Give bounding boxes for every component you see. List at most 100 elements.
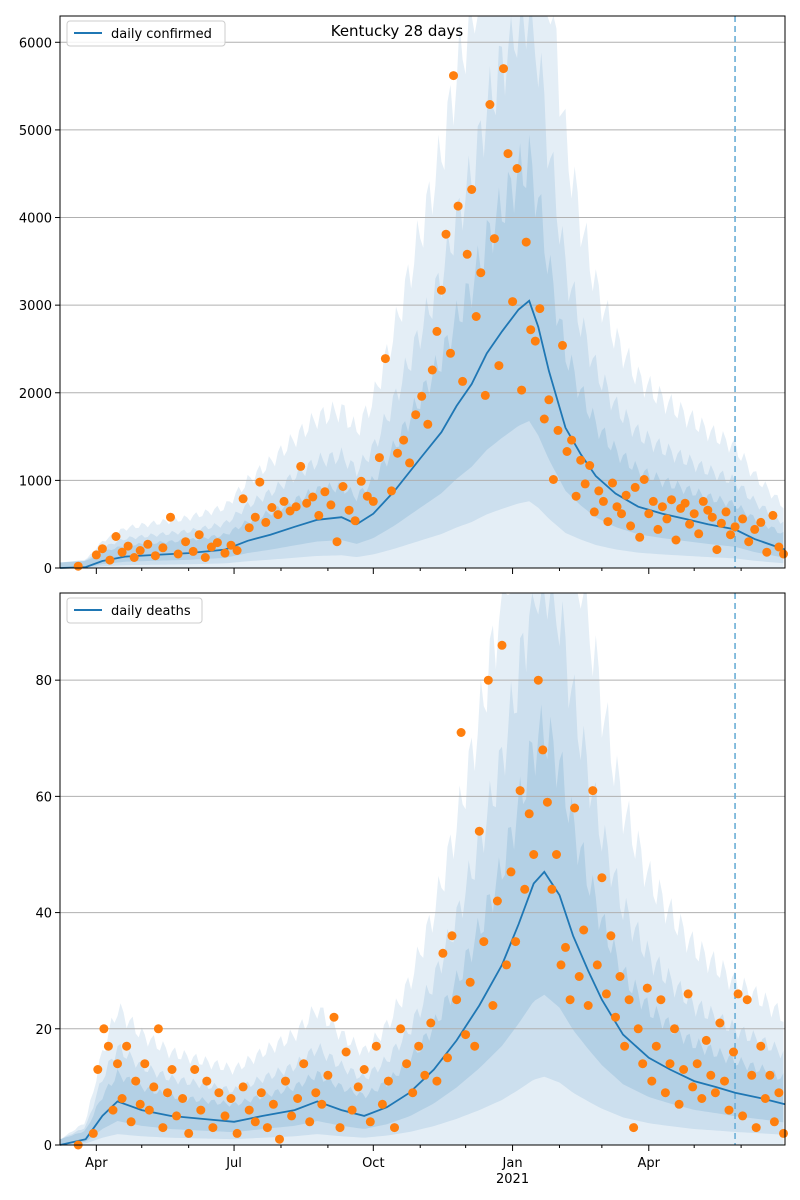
data-point [462, 249, 472, 259]
data-point [635, 532, 645, 542]
data-point [320, 487, 330, 497]
data-point [250, 512, 260, 522]
confidence-band [60, 704, 784, 1145]
data-point [293, 1094, 303, 1103]
data-point [387, 486, 396, 496]
data-point [597, 873, 607, 883]
legend-deaths: daily deaths [66, 597, 203, 624]
data-point [721, 507, 731, 517]
data-point [574, 972, 584, 981]
data-point [332, 537, 342, 547]
data-point [680, 498, 690, 508]
data-point [657, 502, 667, 512]
data-point [617, 509, 626, 519]
data-point [202, 1076, 212, 1086]
data-point [712, 545, 722, 555]
data-point [760, 1094, 770, 1103]
data-point [158, 543, 168, 553]
data-point [576, 455, 586, 465]
data-point [612, 502, 622, 512]
data-point [562, 447, 572, 456]
data-point [408, 1088, 418, 1098]
data-point [489, 234, 499, 244]
y-tick-label: 2000 [19, 387, 52, 402]
data-point [353, 1082, 363, 1092]
data-point [88, 1128, 98, 1138]
data-point [511, 937, 521, 947]
data-point [544, 395, 554, 405]
data-point [167, 1065, 177, 1074]
data-point [751, 1123, 761, 1133]
data-point [362, 491, 372, 501]
data-point [729, 1047, 738, 1057]
data-point [638, 1059, 648, 1069]
data-point [250, 1117, 260, 1127]
data-point [502, 960, 511, 970]
data-point [452, 995, 462, 1005]
data-point [494, 361, 504, 371]
data-point [196, 1105, 206, 1115]
data-point [611, 1012, 620, 1022]
data-point [188, 546, 198, 556]
confidence-band [60, 593, 784, 1145]
data-point [570, 803, 580, 813]
data-point [580, 479, 590, 489]
data-point [446, 348, 455, 358]
data-point [117, 547, 127, 557]
data-point [497, 640, 507, 650]
data-point [779, 1128, 788, 1138]
data-point [601, 989, 611, 999]
deaths-confidence-bands [60, 593, 784, 1145]
data-point [97, 544, 107, 554]
data-point [173, 549, 183, 559]
data-point [178, 1094, 188, 1103]
data-point [694, 529, 704, 539]
data-point [488, 1001, 498, 1010]
y-tick-label: 40 [35, 907, 52, 922]
data-point [548, 475, 558, 484]
data-point [626, 521, 636, 531]
data-point [323, 1070, 333, 1080]
data-point [108, 1105, 118, 1115]
data-point [158, 1123, 168, 1133]
data-point [287, 1111, 297, 1121]
data-point [730, 522, 740, 532]
data-point [326, 500, 336, 510]
data-point [471, 312, 481, 321]
data-point [91, 550, 101, 560]
data-point [629, 1123, 639, 1133]
data-point [603, 517, 613, 527]
data-point [255, 477, 265, 487]
data-point [122, 1041, 132, 1051]
data-point [474, 826, 484, 836]
data-point [377, 1099, 387, 1109]
data-point [140, 1059, 150, 1069]
data-point [456, 728, 466, 737]
data-point [105, 555, 115, 565]
legend-box [66, 597, 203, 624]
data-point [103, 1041, 113, 1051]
data-point [567, 435, 577, 445]
data-point [689, 509, 699, 519]
confirmed-points [73, 64, 788, 571]
deaths-x-axis: Apr Jul Oct Jan Apr 2021 [85, 1145, 742, 1187]
legend-label-confirmed: daily confirmed [111, 27, 212, 42]
data-point [275, 1134, 284, 1144]
data-point [117, 1094, 127, 1103]
data-point [707, 512, 717, 522]
data-point [314, 510, 324, 520]
data-point [733, 989, 743, 999]
data-point [184, 1128, 194, 1138]
data-point [405, 458, 415, 468]
data-point [726, 530, 735, 540]
data-point [589, 507, 599, 517]
data-point [530, 336, 540, 346]
y-tick-label: 20 [35, 1023, 52, 1038]
confidence-band [60, 134, 784, 568]
data-point [194, 530, 204, 540]
data-point [679, 1065, 689, 1074]
series-line [59, 299, 786, 569]
data-point [653, 524, 663, 534]
data-point [347, 1105, 357, 1115]
